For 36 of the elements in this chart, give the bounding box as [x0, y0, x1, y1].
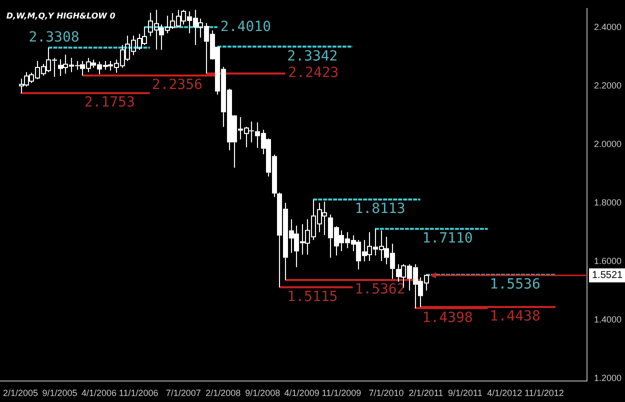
annotation: 1.5536 [490, 276, 540, 293]
annotation: 1.4438 [490, 308, 540, 325]
y-tick-label: 1.6000 [594, 256, 622, 266]
x-tick-label: 4/1/2012 [487, 388, 522, 398]
y-tick-label: 1.2000 [594, 372, 622, 383]
y-tick-label: 2.4000 [594, 22, 622, 32]
y-tick-label: 2.0000 [594, 138, 622, 149]
x-tick-label: 9/1/2008 [245, 388, 280, 398]
x-tick-label: 4/1/2009 [284, 388, 320, 398]
annotation: 1.5521 [592, 270, 624, 282]
x-tick-label: 2/1/2008 [206, 388, 241, 398]
annotation: 2.3308 [28, 29, 80, 46]
x-tick-label: 11/1/2012 [524, 388, 564, 398]
y-tick-label: 2.2000 [594, 80, 622, 90]
x-tick-label: 7/1/2010 [368, 388, 404, 398]
annotation: 2.2423 [288, 65, 339, 82]
annotation: 2.1753 [84, 94, 135, 111]
annotation: 1.8113 [354, 201, 406, 218]
chart-title: D,W,M,Q,Y HIGH&LOW 0 [6, 11, 116, 20]
x-tick-label: 9/1/2011 [448, 388, 482, 398]
annotation: 1.5115 [287, 288, 338, 305]
annotation: 2.4010 [220, 18, 272, 35]
annotation: 1.7110 [422, 230, 473, 247]
x-tick-label: 9/1/2005 [42, 388, 78, 398]
annotation: 1.5362 [354, 282, 406, 298]
y-tick-label: 1.4000 [594, 314, 622, 324]
annotation: 1.4398 [422, 310, 473, 326]
x-tick-label: 7/1/2007 [166, 388, 201, 398]
x-tick-label: 4/1/2006 [81, 388, 117, 398]
x-tick-label: 2/1/2011 [408, 388, 444, 398]
x-tick-label: 11/1/2006 [118, 388, 158, 398]
x-tick-label: 2/1/2005 [2, 388, 38, 398]
annotation: 2.3342 [287, 48, 338, 64]
annotation: 2.2356 [152, 77, 202, 94]
y-tick-label: 1.8000 [594, 197, 622, 208]
x-tick-label: 11/1/2009 [322, 388, 362, 398]
